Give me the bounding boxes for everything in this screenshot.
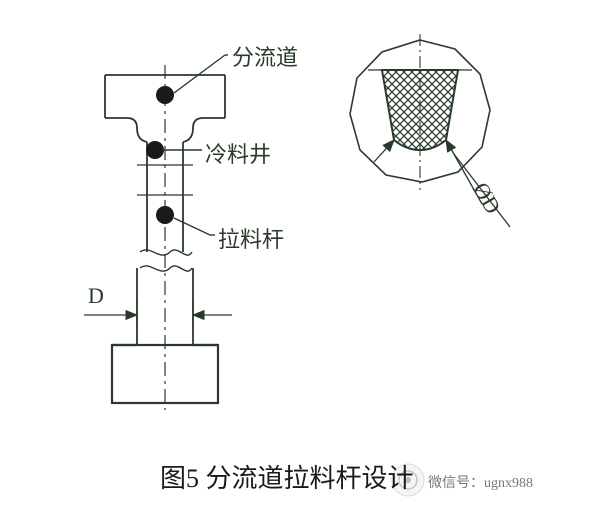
runner-section [368, 70, 472, 150]
dot-runner [156, 86, 174, 104]
label-dim-D: D [88, 283, 104, 309]
diagram-canvas [0, 0, 613, 515]
watermark-text: 微信号：ugnx988 [428, 472, 533, 492]
dim-d-shaft [130, 268, 198, 345]
leader-pullrod [174, 218, 210, 235]
label-pullrod: 拉料杆 [218, 222, 284, 254]
label-runner: 分流道 [232, 40, 298, 72]
dimension-D [84, 300, 232, 330]
dot-pullrod [156, 206, 174, 224]
label-coldwell: 冷料井 [205, 137, 271, 169]
main-view [84, 55, 232, 410]
leader-runner [174, 55, 225, 93]
dot-coldwell [146, 141, 164, 159]
figure-caption: 图5 分流道拉料杆设计 [160, 458, 414, 495]
